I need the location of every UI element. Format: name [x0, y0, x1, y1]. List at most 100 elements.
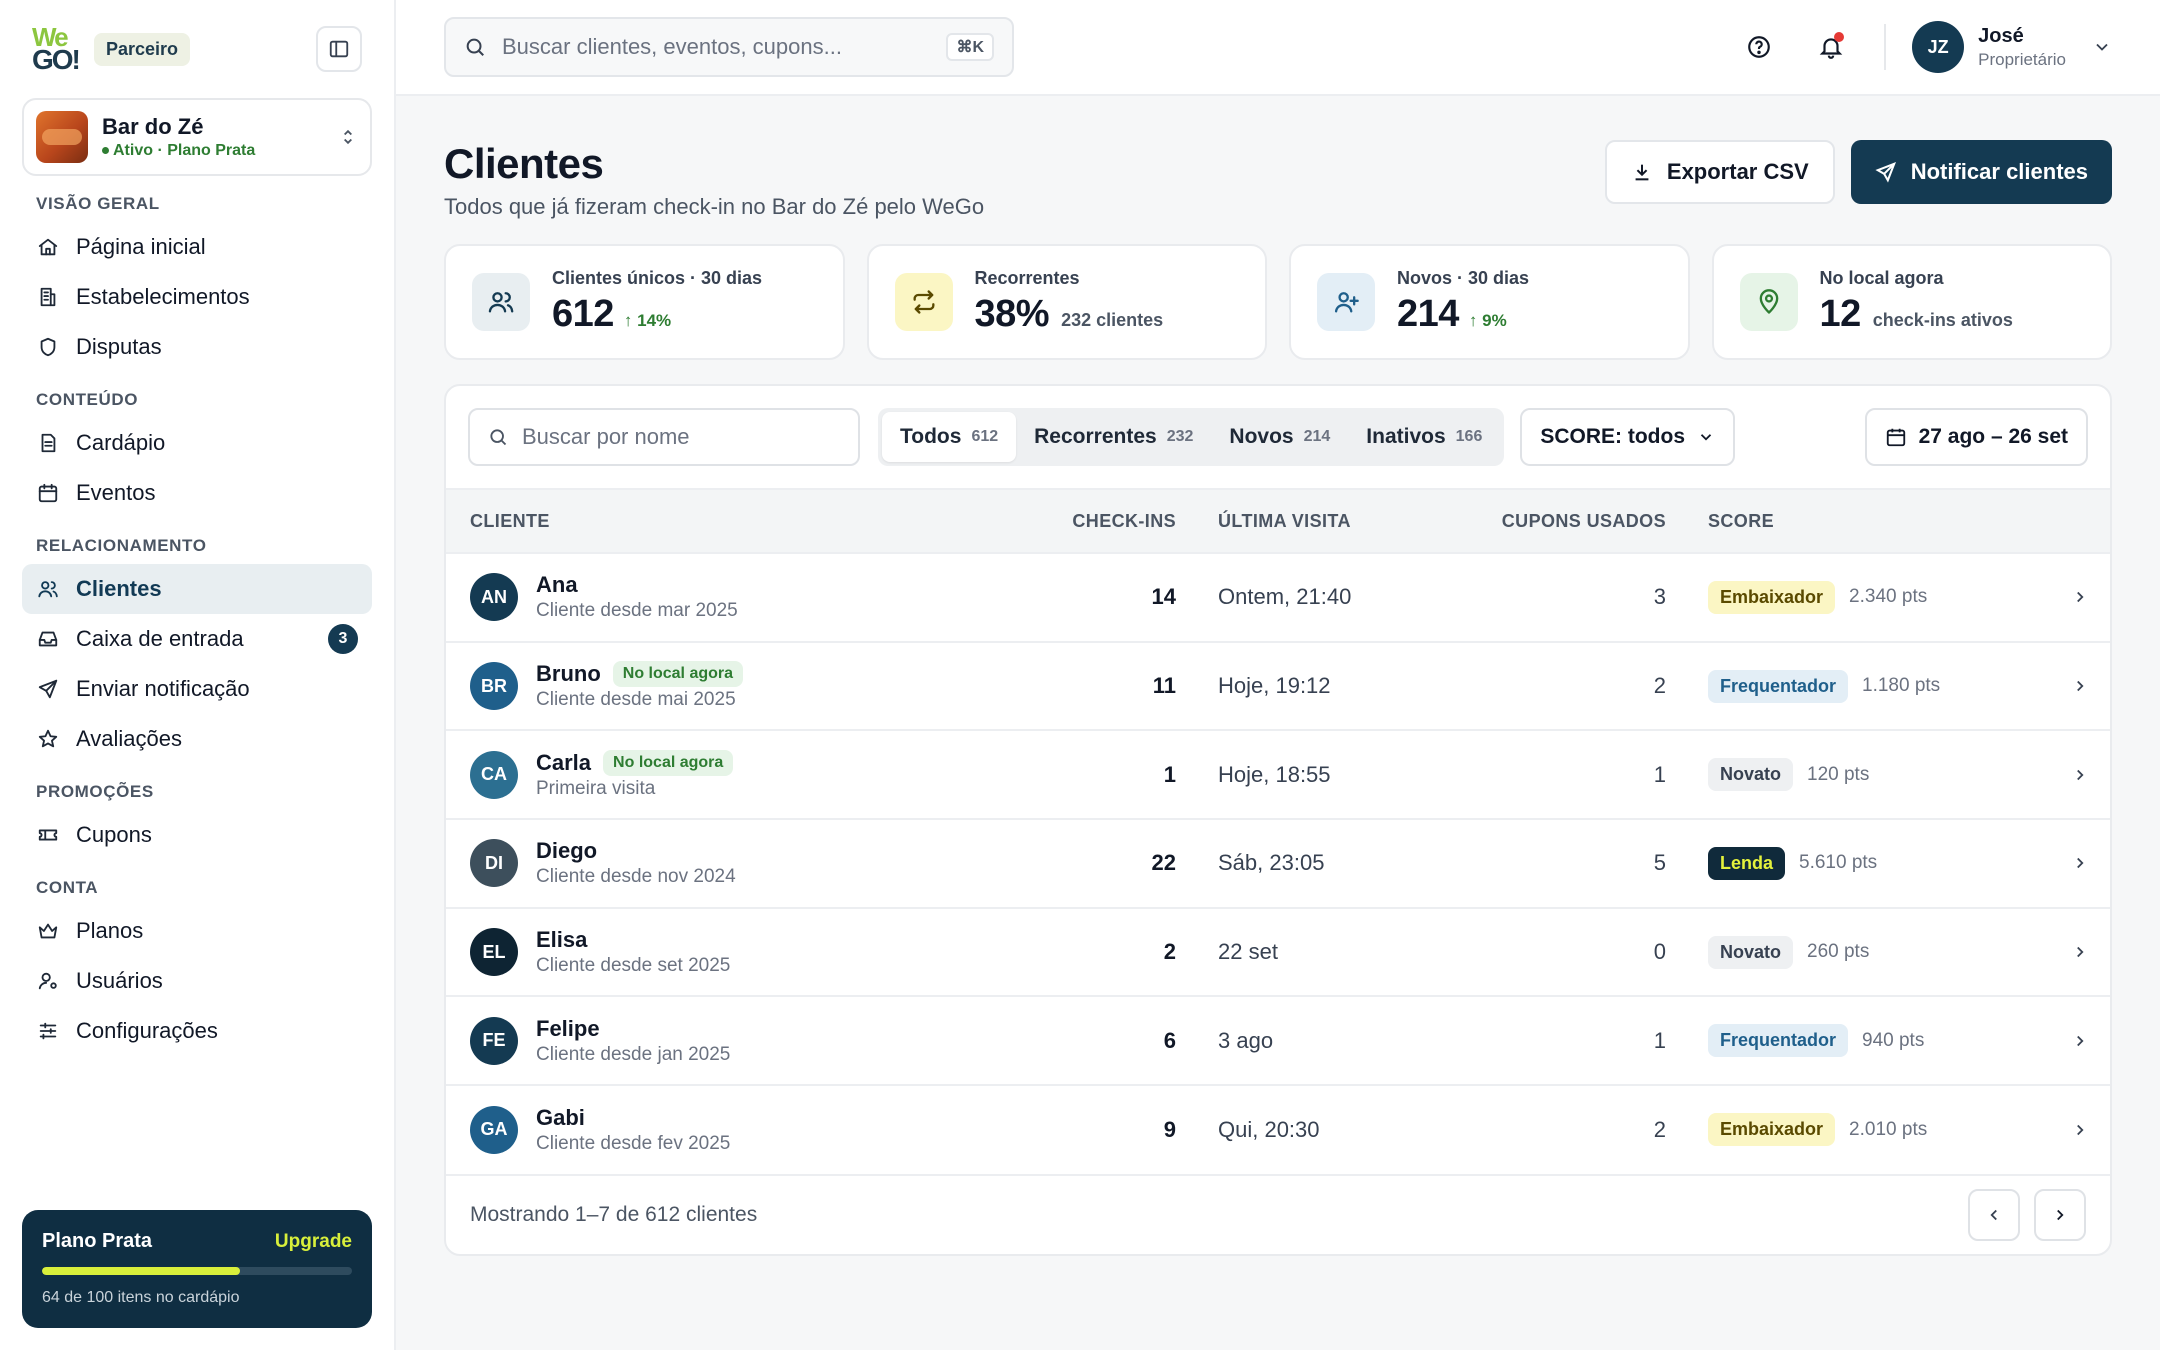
inbox-icon: [38, 631, 58, 647]
building-icon: [36, 285, 60, 309]
col-score[interactable]: SCORE: [1708, 510, 1775, 531]
table-row[interactable]: EL Elisa Cliente desde set 2025 2 22 set 0 Nov…: [446, 907, 2110, 997]
open-client-button[interactable]: [2050, 1121, 2110, 1139]
sidebar-item-caixa-de-entrada[interactable]: Caixa de entrada 3: [22, 614, 372, 664]
segment-count: 612: [971, 428, 999, 445]
client-name: Bruno: [536, 661, 601, 687]
sidebar-item-configuracoes[interactable]: Configurações: [22, 1006, 372, 1056]
notify-clients-button[interactable]: Notificar clientes: [1850, 140, 2112, 204]
logo-top: We: [32, 22, 69, 52]
table-row[interactable]: GA Gabi Cliente desde fev 2025 9 Qui, 20:30 2…: [446, 1085, 2110, 1174]
table-row[interactable]: BR Bruno No local agora Cliente desde mai 2…: [446, 641, 2110, 731]
table-row[interactable]: FE Felipe Cliente desde jan 2025 6 3 ago 1 Fre…: [446, 996, 2110, 1085]
segment-label: Novos: [1229, 425, 1294, 448]
help-icon: [1748, 36, 1770, 58]
sidebar-item-label: Caixa de entrada: [76, 626, 244, 651]
user-settings-icon: [38, 972, 57, 990]
sidebar-item-cardapio[interactable]: Cardápio: [22, 418, 372, 468]
sidebar-item-disputas[interactable]: Disputas: [22, 322, 372, 372]
sidebar-item-estabelecimentos[interactable]: Estabelecimentos: [22, 272, 372, 322]
score-points: 260 pts: [1807, 941, 1870, 963]
stats-row: Clientes únicos · 30 dias 612 ↑ 14% Recorre…: [444, 244, 2112, 360]
sidebar-toggle-button[interactable]: [316, 26, 362, 72]
chevron-right-icon: [2077, 592, 2084, 603]
home-icon: [36, 235, 60, 259]
global-search-input[interactable]: Buscar clientes, eventos, cupons... ⌘K: [444, 17, 1014, 77]
sidebar-item-pagina-inicial[interactable]: Página inicial: [22, 222, 372, 272]
wego-logo[interactable]: We GO!: [32, 24, 82, 74]
checkins-count: 14: [1151, 584, 1176, 610]
last-visit: Qui, 20:30: [1218, 1116, 1320, 1142]
sidebar-item-label: Configurações: [76, 1018, 218, 1043]
building-icon: [40, 287, 56, 307]
stat-delta: ↑ 14%: [623, 311, 672, 330]
partner-badge: Parceiro: [94, 32, 191, 66]
name-search-input[interactable]: Buscar por nome: [468, 408, 860, 466]
open-client-button[interactable]: [2050, 943, 2110, 961]
coupons-used: 1: [1653, 761, 1666, 787]
sidebar-item-avaliacoes[interactable]: Avaliações: [22, 714, 372, 764]
open-client-button[interactable]: [2050, 766, 2110, 784]
sidebar-item-enviar-notificacao[interactable]: Enviar notificação: [22, 664, 372, 714]
venue-name: Bar do Zé: [102, 114, 204, 139]
user-name: José: [1978, 24, 2024, 47]
col-client[interactable]: CLIENTE: [470, 510, 550, 531]
last-visit: Ontem, 21:40: [1218, 584, 1352, 610]
sidebar-item-cupons[interactable]: Cupons: [22, 810, 372, 860]
next-page-button[interactable]: [2034, 1188, 2086, 1241]
stat-card: No local agora 12 check-ins ativos: [1711, 244, 2112, 360]
segment-inativos[interactable]: Inativos 166: [1348, 412, 1500, 462]
calendar-icon: [38, 483, 58, 503]
open-client-button[interactable]: [2050, 677, 2110, 695]
segment-todos[interactable]: Todos 612: [882, 412, 1017, 462]
segment-recorrentes[interactable]: Recorrentes 232: [1016, 412, 1211, 462]
chevron-down-icon: [1700, 434, 1712, 441]
users-icon: [36, 577, 60, 601]
avatar: EL: [470, 928, 518, 977]
brand-row: We GO! Parceiro: [22, 0, 372, 98]
open-client-button[interactable]: [2050, 854, 2110, 872]
client-name: Carla: [536, 749, 592, 775]
send-icon: [38, 679, 58, 699]
date-range-picker[interactable]: 27 ago – 26 set: [1864, 408, 2088, 466]
sidebar-item-planos[interactable]: Planos: [22, 906, 372, 956]
score-select[interactable]: SCORE: todos: [1520, 408, 1736, 466]
score-badge: Frequentador: [1708, 1024, 1849, 1058]
venue-switcher[interactable]: Bar do Zé Ativo · Plano Prata: [22, 98, 372, 176]
prev-page-button[interactable]: [1968, 1188, 2020, 1241]
upgrade-link[interactable]: Upgrade: [274, 1230, 352, 1252]
checkins-count: 11: [1152, 673, 1176, 699]
bell-icon: [1819, 38, 1843, 59]
help-button[interactable]: [1736, 24, 1782, 70]
table-header-row: CLIENTE CHECK-INS ÚLTIMA VISITA CUPONS U…: [446, 489, 2110, 553]
open-client-button[interactable]: [2050, 588, 2110, 606]
user-role: Proprietário: [1978, 49, 2066, 69]
open-client-button[interactable]: [2050, 1032, 2110, 1050]
client-name: Diego: [536, 838, 598, 864]
stat-value: 214: [1397, 293, 1459, 335]
export-csv-button[interactable]: Exportar CSV: [1604, 140, 1835, 204]
checkins-count: 9: [1163, 1116, 1176, 1142]
col-coupons[interactable]: CUPONS USADOS: [1501, 510, 1666, 531]
user-menu[interactable]: JZ José Proprietário: [1912, 21, 2112, 73]
notifications-button[interactable]: [1808, 24, 1854, 70]
col-checkins[interactable]: CHECK-INS: [1072, 510, 1176, 531]
ticket-icon: [38, 829, 58, 841]
global-search-placeholder: Buscar clientes, eventos, cupons...: [502, 34, 842, 59]
segment-novos[interactable]: Novos 214: [1211, 412, 1348, 462]
checkins-count: 22: [1151, 850, 1176, 876]
table-row[interactable]: AN Ana Cliente desde mar 2025 14 Ontem, 21:4…: [446, 553, 2110, 642]
sidebar-item-usuarios[interactable]: Usuários: [22, 956, 372, 1006]
score-badge: Frequentador: [1708, 669, 1849, 703]
page-title: Clientes: [444, 140, 604, 187]
sidebar-item-eventos[interactable]: Eventos: [22, 468, 372, 518]
checkins-count: 2: [1163, 939, 1176, 965]
sidebar-item-label: Usuários: [76, 968, 163, 993]
table-row[interactable]: DI Diego Cliente desde nov 2024 22 Sáb, 23:0…: [446, 819, 2110, 908]
col-last-visit[interactable]: ÚLTIMA VISITA: [1218, 510, 1351, 531]
sidebar-item-clientes[interactable]: Clientes: [22, 564, 372, 614]
table-row[interactable]: CA Carla No local agora Primeira visita 1 Hoj…: [446, 730, 2110, 819]
coupons-used: 1: [1653, 1027, 1666, 1053]
chevron-right-icon: [2057, 1209, 2064, 1220]
sidebar-item-label: Eventos: [76, 480, 156, 505]
